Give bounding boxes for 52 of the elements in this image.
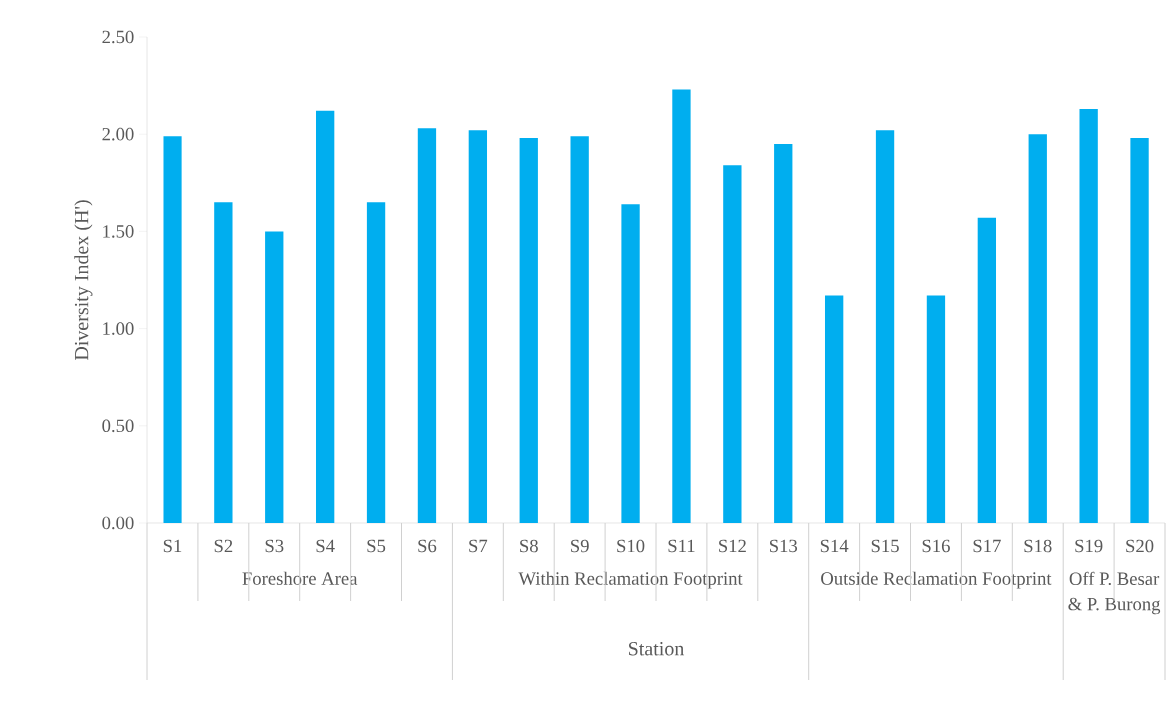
- x-axis-title: Station: [629, 642, 685, 656]
- bar: [519, 138, 538, 523]
- x-tick-label: S2: [214, 539, 233, 553]
- x-tick-label: S6: [418, 539, 437, 553]
- x-tick-label: S8: [520, 539, 538, 553]
- x-tick-label: S11: [668, 539, 695, 553]
- bar: [468, 130, 488, 523]
- text: Within Reclamation Footprint: [518, 571, 743, 589]
- x-tick-label: S14: [820, 539, 849, 553]
- bar: [265, 231, 284, 523]
- y-tick-label: 1.00: [103, 322, 134, 335]
- text: Foreshore Area: [242, 571, 358, 585]
- bar: [1028, 134, 1047, 523]
- bar: [1079, 108, 1098, 523]
- y-tick-label: 0.00: [102, 516, 134, 530]
- bar: [875, 130, 895, 523]
- bar: [315, 110, 335, 523]
- bar: [774, 143, 793, 523]
- bar: [366, 202, 386, 523]
- text: Off P. Besar & P. Burong: [1068, 571, 1161, 615]
- bar: [723, 165, 742, 523]
- x-tick-label: S18: [1024, 539, 1052, 553]
- bar: [163, 136, 182, 523]
- bar: [621, 204, 640, 523]
- x-tick-label: S4: [316, 539, 335, 553]
- bar: [1130, 138, 1149, 523]
- x-tick-label: S20: [1126, 539, 1154, 553]
- x-tick-label: S17: [973, 539, 1001, 553]
- bar: [977, 217, 997, 523]
- x-tick-label: S3: [265, 539, 284, 553]
- y-tick-label: 1.50: [103, 225, 134, 238]
- x-tick-label: S10: [617, 539, 645, 553]
- x-tick-label: S13: [769, 539, 798, 553]
- y-tick-label: 2.00: [102, 127, 134, 141]
- x-tick-label: S15: [871, 539, 899, 553]
- text: Outside Reclamation Footprint: [821, 571, 1052, 589]
- y-tick-label: 2.50: [102, 30, 134, 44]
- bar: [214, 202, 233, 523]
- x-tick-label: S1: [163, 539, 182, 553]
- bar: [926, 295, 946, 523]
- bar: [570, 136, 589, 523]
- x-tick-label: S19: [1075, 539, 1103, 553]
- y-tick-label: 0.50: [102, 419, 134, 433]
- bar: [824, 295, 844, 523]
- x-tick-label: S7: [469, 539, 488, 553]
- x-tick-label: S12: [719, 539, 746, 553]
- x-tick-label: S16: [922, 539, 950, 553]
- bar: [672, 89, 691, 523]
- y-axis-title: Diversity Index (H'): [74, 200, 93, 361]
- x-tick-label: S5: [367, 539, 386, 553]
- bar: [417, 128, 437, 523]
- x-tick-label: S9: [571, 539, 589, 553]
